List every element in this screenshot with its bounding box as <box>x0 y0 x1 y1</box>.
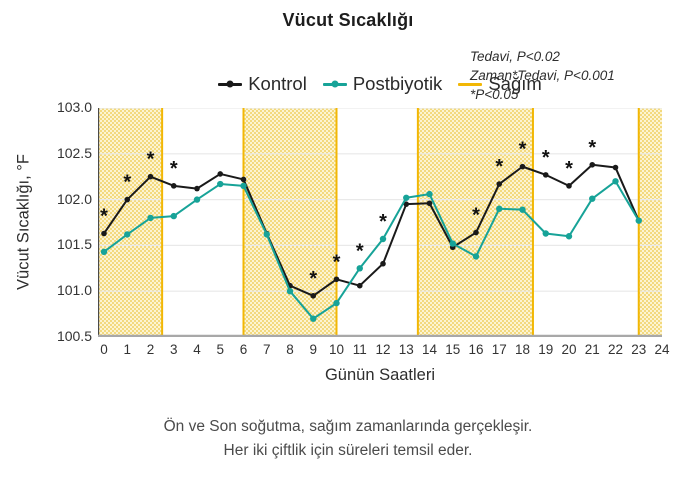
caption-line-2: Her iki çiftlik için süreleri temsil ede… <box>223 442 473 459</box>
x-tick-label: 21 <box>584 342 600 357</box>
y-tick-label: 101.0 <box>56 282 92 299</box>
caption-line-1: Ön ve Son soğutma, sağım zamanlarında ge… <box>163 418 533 435</box>
svg-text:*: * <box>379 211 387 233</box>
svg-text:*: * <box>309 268 317 290</box>
x-tick-label: 11 <box>352 342 367 357</box>
svg-text:*: * <box>123 172 131 194</box>
y-tick-label: 102.0 <box>56 190 92 207</box>
x-tick-label: 0 <box>100 342 108 357</box>
x-tick-label: 16 <box>468 342 484 357</box>
svg-text:*: * <box>333 251 341 273</box>
x-tick-label: 6 <box>239 342 248 357</box>
svg-text:*: * <box>356 240 364 262</box>
svg-text:*: * <box>147 149 155 171</box>
legend-item-sagim: Sağım <box>458 73 542 95</box>
x-tick-label: 14 <box>421 342 438 357</box>
svg-text:*: * <box>519 139 527 161</box>
plot-area: * * * * * * * * * * * * * * <box>98 108 662 337</box>
svg-text:*: * <box>472 205 480 227</box>
postbiyotik-line-dot-icon <box>322 80 347 88</box>
x-axis-title: Günün Saatleri <box>324 366 436 384</box>
caption: Ön ve Son soğutma, sağım zamanlarında ge… <box>0 415 696 463</box>
x-tick-label: 3 <box>169 342 178 357</box>
legend-item-kontrol: Kontrol <box>218 73 307 95</box>
svg-text:*: * <box>588 137 596 159</box>
y-tick-label: 102.5 <box>56 144 92 161</box>
y-tick-label: 101.5 <box>56 236 92 253</box>
x-tick-label: 12 <box>375 342 391 357</box>
x-tick-label: 19 <box>538 342 554 357</box>
x-tick-label: 13 <box>398 342 414 357</box>
x-tick-label: 15 <box>445 342 461 357</box>
x-tick-label: 24 <box>654 342 670 357</box>
x-tick-label: 5 <box>216 342 224 357</box>
legend-label-sagim: Sağım <box>488 73 542 94</box>
x-tick-label: 23 <box>631 342 647 357</box>
legend: Kontrol Postbiyotik Sağım <box>98 72 662 96</box>
x-tick-label: 1 <box>123 342 131 357</box>
y-tick-label: 100.5 <box>56 328 92 344</box>
svg-text:*: * <box>565 158 573 180</box>
x-tick-label: 8 <box>286 342 294 357</box>
stats-line-treatment: Tedavi, P<0.02 <box>470 49 560 64</box>
sagim-line-icon <box>458 82 483 86</box>
legend-item-postbiyotik: Postbiyotik <box>322 73 443 95</box>
svg-text:*: * <box>170 158 178 180</box>
x-tick-label: 7 <box>262 342 271 357</box>
svg-text:*: * <box>495 156 503 178</box>
legend-label-postbiyotik: Postbiyotik <box>352 73 443 94</box>
x-tick-label: 17 <box>491 342 507 357</box>
y-tick-label: 103.0 <box>56 99 92 115</box>
svg-text:*: * <box>100 205 108 227</box>
y-axis-title: Vücut Sıcaklığı, °F <box>14 154 33 290</box>
x-tick-label: 2 <box>146 342 155 357</box>
stats-line-significance: *P<0.05 <box>470 87 519 102</box>
stats-annotation: Tedavi, P<0.02 Zaman*Tedavi, P<0.001 *P<… <box>470 47 615 104</box>
x-tick-label: 9 <box>309 342 317 357</box>
x-tick-label: 20 <box>561 342 577 357</box>
legend-label-kontrol: Kontrol <box>248 73 307 94</box>
x-tick-label: 22 <box>607 342 624 357</box>
svg-text:*: * <box>542 147 550 169</box>
x-tick-label: 18 <box>514 342 531 357</box>
x-tick-label: 10 <box>328 342 345 357</box>
x-tick-label: 4 <box>193 342 201 357</box>
stats-line-time-treatment: Zaman*Tedavi, P<0.001 <box>470 68 615 83</box>
chart-title: Vücut Sıcaklığı <box>282 10 414 30</box>
kontrol-line-dot-icon <box>218 80 243 88</box>
